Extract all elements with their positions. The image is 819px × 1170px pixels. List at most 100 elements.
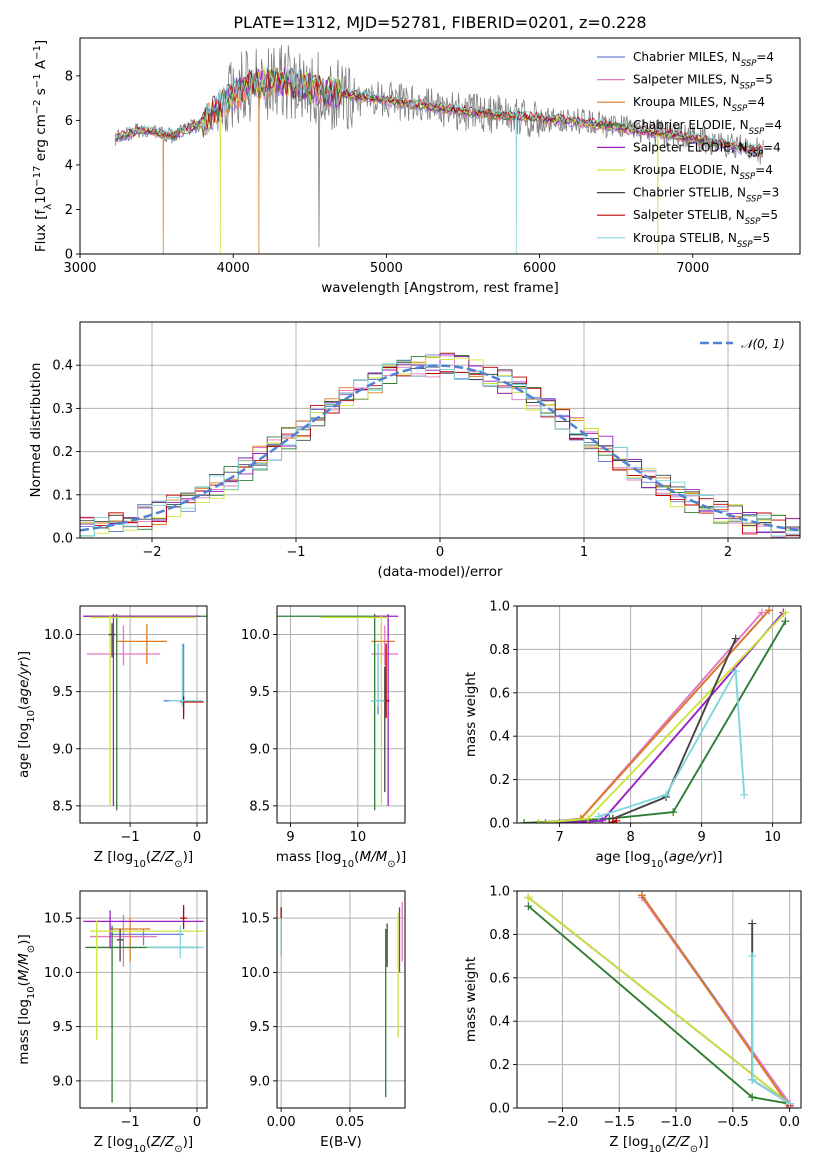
y-tick-label: 1.0 xyxy=(489,885,510,900)
x-tick-label: 7 xyxy=(555,830,563,845)
plot-area xyxy=(517,891,801,1108)
x-tick-label: 9 xyxy=(697,830,705,845)
y-tick-label: 10.0 xyxy=(44,628,73,643)
axes-frame xyxy=(79,605,208,824)
mass-weight-marker xyxy=(785,1099,794,1108)
errorbar-point xyxy=(90,920,204,1040)
mass-weight-marker xyxy=(781,617,790,626)
legend-entry: 𝒩(0, 1) xyxy=(741,337,785,351)
figure-title: PLATE=1312, MJD=52781, FIBERID=0201, z=0… xyxy=(233,13,646,32)
y-tick-label: 2 xyxy=(65,203,73,218)
x-axis-label: wavelength [Angstrom, rest frame] xyxy=(321,280,559,296)
x-axis-label: Z [log10(Z/Z⊙)] xyxy=(94,1134,193,1155)
y-axis-label: mass weight xyxy=(463,957,479,1042)
errorbar-point xyxy=(371,625,399,666)
x-tick-label: 7000 xyxy=(676,261,709,276)
x-tick-label: 8 xyxy=(626,830,634,845)
mass-weight-marker xyxy=(731,667,740,676)
x-tick-label: 9 xyxy=(286,830,294,845)
y-tick-label: 0.0 xyxy=(489,817,510,832)
model-spectrum-line xyxy=(114,64,763,254)
y-tick-label: 10.0 xyxy=(241,628,270,643)
mass-weight-marker xyxy=(637,891,646,900)
x-tick-label: 2 xyxy=(724,545,732,560)
y-tick-label: 8.5 xyxy=(52,799,73,814)
errorbar-point xyxy=(146,925,204,959)
errorbar-point xyxy=(116,928,124,962)
y-tick-label: 4 xyxy=(65,158,73,173)
x-tick-label: 0 xyxy=(436,545,444,560)
legend-entry: Chabrier STELIB, NSSP=3 xyxy=(633,186,779,205)
y-axis-label: Flux [fλ10−17 erg cm−2 s−1 A−1] xyxy=(32,40,54,252)
x-tick-label: 4000 xyxy=(217,261,250,276)
residual-histogram xyxy=(80,360,800,533)
mass-weight-marker xyxy=(541,819,550,823)
y-tick-label: 9.5 xyxy=(249,1020,270,1035)
mass-weight-marker xyxy=(748,919,757,928)
errorbar-point xyxy=(381,666,389,793)
mass-weight-line xyxy=(538,611,787,823)
errorbar-point xyxy=(277,613,389,811)
mass-weight-marker xyxy=(605,819,614,823)
plot-area xyxy=(517,606,801,823)
y-tick-label: 1.0 xyxy=(489,600,510,615)
legend-entry: Chabrier MILES, NSSP=4 xyxy=(633,50,774,69)
y-tick-label: 0.6 xyxy=(489,971,510,986)
y-axis-label: mass [log10(M/M⊙)] xyxy=(16,934,37,1064)
errorbar-point xyxy=(85,925,199,1103)
x-tick-label: 5000 xyxy=(370,261,403,276)
axes-frame xyxy=(79,37,801,255)
y-tick-label: 0.8 xyxy=(489,928,510,943)
x-tick-label: 0.0 xyxy=(779,1115,800,1130)
mass-weight-marker xyxy=(748,952,757,961)
plot-area xyxy=(277,606,405,823)
subplot-age_vs_Z: −1 0 8.5 9.0 9.5 10.0 Z [log10(Z/Z⊙)] age [log1… xyxy=(16,605,208,870)
x-tick-label: −1 xyxy=(121,1115,140,1130)
plot-area xyxy=(80,322,800,538)
axes-frame xyxy=(79,890,208,1109)
subplot-spectrum: 3000 4000 5000 6000 7000 0 2 4 6 8 wavelength [Ang… xyxy=(32,37,801,296)
y-tick-label: 9.0 xyxy=(52,1074,73,1089)
y-tick-label: 8 xyxy=(65,69,73,84)
mass-weight-marker xyxy=(524,902,533,911)
subplot-residuals: −2 −1 0 1 2 0.0 0.1 0.2 0.3 0.4 (data-model)/error… xyxy=(28,321,801,580)
y-tick-label: 0.1 xyxy=(52,488,73,503)
errorbar-point xyxy=(83,613,201,806)
x-tick-label: 0.05 xyxy=(335,1115,364,1130)
y-axis-label: Normed distribution xyxy=(28,363,44,498)
subplot-age_vs_mass: 9 10 8.5 9.0 9.5 10.0 mass [log10(M/M⊙)] xyxy=(241,605,406,870)
errorbar-point xyxy=(168,643,203,707)
y-tick-label: 0.0 xyxy=(489,1102,510,1117)
x-tick-label: −2.0 xyxy=(547,1115,579,1130)
mass-weight-marker xyxy=(781,608,790,617)
residual-histogram xyxy=(80,366,800,537)
x-tick-label: 0 xyxy=(193,1115,201,1130)
residual-histogram xyxy=(80,359,800,537)
subplot-mass_vs_EBV: 0.00 0.05 9.0 9.5 10.0 10.5 E(B-V) xyxy=(241,890,406,1150)
x-axis-label: Z [log10(Z/Z⊙)] xyxy=(94,849,193,870)
subplot-mass_weight_vs_Z: −2.0 −1.5 −1.0 −0.5 0.0 0.0 0.2 0.4 0.6 0.8 1.0 Z [… xyxy=(463,885,802,1155)
axes-frame xyxy=(516,605,802,824)
errorbar-point xyxy=(320,615,389,805)
errorbar-point xyxy=(374,613,399,806)
errorbar-point xyxy=(116,624,167,665)
y-axis-label: age [log10(age/yr)] xyxy=(16,651,37,778)
errorbar-point xyxy=(371,643,385,707)
x-tick-label: 0.00 xyxy=(267,1115,296,1130)
x-tick-label: 3000 xyxy=(63,261,96,276)
mass-weight-line xyxy=(598,667,746,818)
x-tick-label: 1 xyxy=(580,545,588,560)
mass-weight-marker xyxy=(612,816,621,823)
plot-area xyxy=(114,44,764,254)
x-tick-label: −0.5 xyxy=(717,1115,749,1130)
y-tick-label: 8.5 xyxy=(249,799,270,814)
y-tick-label: 0 xyxy=(65,248,73,263)
mass-weight-marker xyxy=(748,1093,757,1102)
x-tick-label: 6000 xyxy=(523,261,556,276)
x-tick-label: −1.5 xyxy=(603,1115,635,1130)
mass-weight-marker xyxy=(748,1075,757,1084)
mass-weight-marker xyxy=(765,606,774,615)
mass-weight-marker xyxy=(594,812,603,821)
mass-weight-marker xyxy=(669,808,678,817)
